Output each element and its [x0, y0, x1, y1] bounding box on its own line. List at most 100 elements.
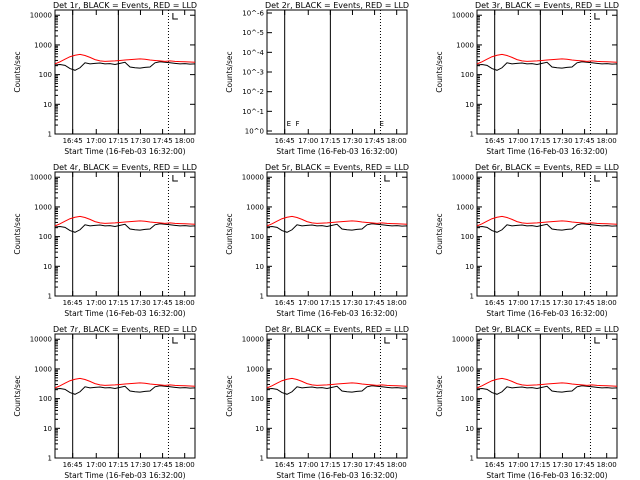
y-tick-label: 1000 [34, 41, 52, 49]
events-series [476, 223, 618, 233]
y-axis-label: Counts/sec [13, 213, 22, 254]
x-tick-label: 17:00 [86, 461, 106, 469]
panel-title: Det 4r, BLACK = Events, RED = LLD [53, 163, 197, 172]
x-tick-label: 17:45 [152, 299, 172, 307]
x-tick-label: 18:00 [597, 461, 617, 469]
x-tick-label: 17:15 [108, 461, 128, 469]
x-tick-label: 17:15 [530, 299, 550, 307]
plot-frame [476, 9, 618, 135]
events-series [476, 61, 618, 71]
x-axis-label: Start Time (16-Feb-03 16:32:00) [64, 471, 185, 480]
y-axis-label: Counts/sec [13, 375, 22, 416]
x-tick-label: 17:30 [552, 299, 572, 307]
events-series [54, 223, 196, 233]
plot-frame [476, 171, 618, 297]
y-tick-label: 10 [255, 263, 264, 271]
y-tick-label: 10^-5 [242, 29, 264, 37]
x-tick-label: 17:45 [152, 137, 172, 145]
y-tick-label: 1000 [246, 203, 264, 211]
c-marker [594, 175, 600, 182]
x-tick-label: 17:45 [574, 299, 594, 307]
y-tick-label: 10000 [30, 336, 52, 344]
x-tick-label: 16:45 [485, 461, 505, 469]
y-tick-label: 1 [470, 131, 474, 139]
y-axis-label: Counts/sec [225, 51, 234, 92]
x-tick-label: 17:30 [130, 299, 150, 307]
x-tick-label: 17:45 [364, 299, 384, 307]
plot-frame [266, 171, 408, 297]
y-tick-label: 10000 [30, 12, 52, 20]
x-axis-label: Start Time (16-Feb-03 16:32:00) [276, 147, 397, 156]
panel-letter-label: E [287, 120, 291, 128]
x-tick-label: 17:30 [130, 137, 150, 145]
panel-5: Det 5r, BLACK = Events, RED = LLD Counts/… [225, 163, 409, 318]
y-axis-label: Counts/sec [435, 51, 444, 92]
c-marker [172, 337, 178, 344]
plot-frame [54, 333, 196, 459]
x-tick-label: 17:30 [342, 137, 362, 145]
x-tick-label: 17:00 [298, 137, 318, 145]
x-tick-label: 17:45 [364, 137, 384, 145]
x-axis-label: Start Time (16-Feb-03 16:32:00) [486, 471, 607, 480]
x-tick-label: 18:00 [597, 299, 617, 307]
x-tick-label: 16:45 [275, 137, 295, 145]
plot-frame [476, 333, 618, 459]
x-axis-label: Start Time (16-Feb-03 16:32:00) [276, 471, 397, 480]
x-tick-label: 16:45 [63, 137, 83, 145]
panel-title: Det 9r, BLACK = Events, RED = LLD [475, 325, 619, 334]
x-tick-label: 17:30 [342, 461, 362, 469]
x-tick-label: 17:30 [552, 137, 572, 145]
x-tick-label: 17:45 [574, 461, 594, 469]
panel-title: Det 8r, BLACK = Events, RED = LLD [265, 325, 409, 334]
c-marker [594, 13, 600, 20]
x-tick-label: 17:30 [130, 461, 150, 469]
y-tick-label: 10000 [242, 174, 264, 182]
y-tick-label: 100 [39, 233, 52, 241]
y-tick-label: 100 [39, 395, 52, 403]
x-tick-label: 17:15 [108, 299, 128, 307]
x-tick-label: 16:45 [63, 461, 83, 469]
x-tick-label: 18:00 [387, 299, 407, 307]
y-tick-label: 10^-3 [242, 69, 264, 77]
y-tick-label: 1000 [456, 203, 474, 211]
y-tick-label: 100 [461, 395, 474, 403]
x-tick-label: 17:45 [574, 137, 594, 145]
y-tick-label: 1000 [456, 365, 474, 373]
x-tick-label: 17:30 [552, 461, 572, 469]
plot-frame [54, 171, 196, 297]
x-tick-label: 16:45 [63, 299, 83, 307]
x-tick-label: 17:15 [320, 461, 340, 469]
y-tick-label: 10000 [30, 174, 52, 182]
y-tick-label: 10 [43, 101, 52, 109]
x-tick-label: 18:00 [387, 137, 407, 145]
y-tick-label: 1 [48, 293, 52, 301]
x-axis-label: Start Time (16-Feb-03 16:32:00) [486, 147, 607, 156]
y-tick-label: 1000 [34, 203, 52, 211]
c-marker [594, 337, 600, 344]
x-tick-label: 17:00 [298, 299, 318, 307]
lld-series [54, 377, 196, 389]
y-tick-label: 1 [260, 455, 264, 463]
events-series [266, 385, 408, 395]
x-tick-label: 17:45 [152, 461, 172, 469]
y-tick-label: 1 [260, 293, 264, 301]
y-tick-label: 10000 [452, 12, 474, 20]
panel-7: Det 7r, BLACK = Events, RED = LLD Counts/… [13, 325, 197, 480]
x-tick-label: 17:45 [364, 461, 384, 469]
events-series [266, 223, 408, 233]
y-tick-label: 10 [465, 101, 474, 109]
panel-1: Det 1r, BLACK = Events, RED = LLD Counts/… [13, 1, 197, 156]
panel-title: Det 5r, BLACK = Events, RED = LLD [265, 163, 409, 172]
y-tick-label: 1000 [34, 365, 52, 373]
x-tick-label: 17:15 [108, 137, 128, 145]
x-tick-label: 17:00 [508, 137, 528, 145]
c-marker [172, 175, 178, 182]
x-tick-label: 16:45 [485, 137, 505, 145]
panel-4: Det 4r, BLACK = Events, RED = LLD Counts/… [13, 163, 197, 318]
y-axis-label: Counts/sec [435, 375, 444, 416]
plot-frame [266, 9, 408, 135]
y-tick-label: 10^-6 [242, 10, 264, 18]
panel-letter-label: E [380, 120, 384, 128]
y-tick-label: 1 [470, 293, 474, 301]
